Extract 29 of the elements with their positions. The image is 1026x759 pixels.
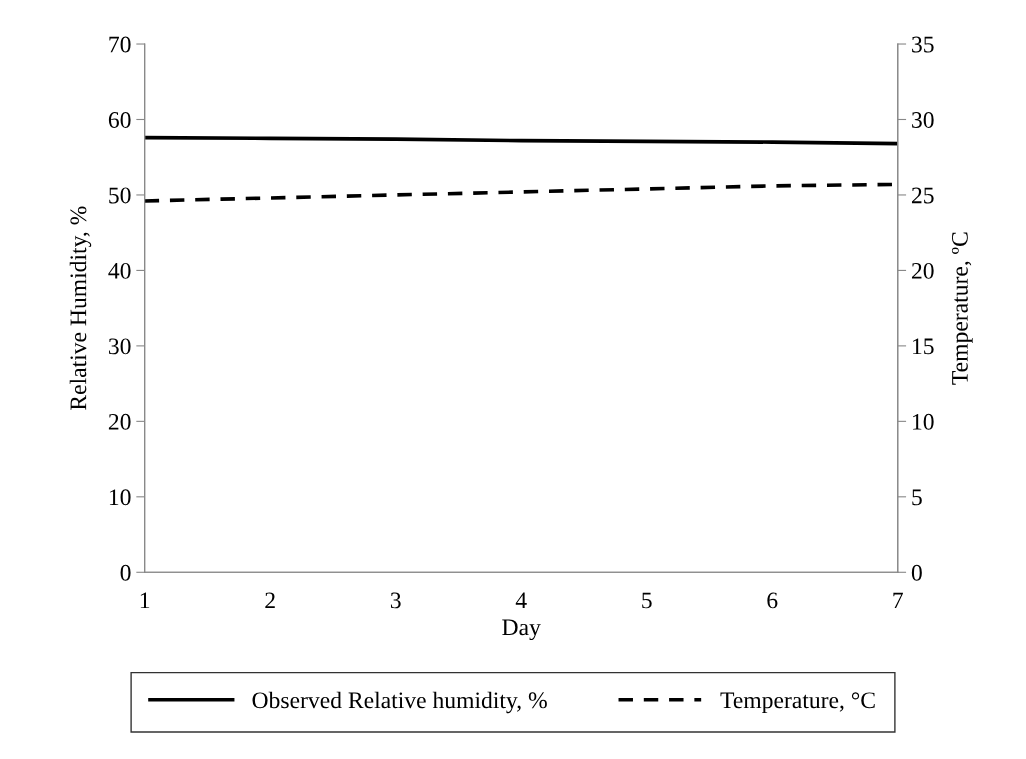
y2-tick-label: 5: [912, 489, 922, 506]
y-tick-label: 70: [109, 36, 131, 53]
y-tick-label: 30: [108, 338, 131, 355]
y-tick-label: 50: [109, 187, 131, 204]
y-axis-title: Relative Humidity, %: [69, 206, 92, 410]
y2-tick-label: 25: [911, 187, 934, 204]
x-axis-title: Day: [502, 619, 541, 641]
y-tick-label: 10: [109, 489, 131, 506]
y2-tick-label: 15: [913, 338, 934, 355]
y2-tick-label: 30: [912, 111, 934, 128]
x-tick-label: 6: [767, 592, 778, 609]
x-tick-label: 2: [265, 592, 275, 609]
legend-label: Temperature, °C: [720, 692, 875, 714]
y-tick-label: 0: [120, 564, 131, 581]
y2-tick-label: 35: [912, 36, 934, 53]
y2-tick-label: 10: [913, 413, 934, 430]
y2-tick-label: 0: [911, 564, 922, 581]
y-tick-label: 40: [108, 262, 131, 279]
y-tick-label: 60: [108, 111, 131, 128]
x-tick-label: 4: [515, 592, 527, 609]
legend-label: Observed Relative humidity, %: [252, 691, 547, 714]
x-tick-label: 3: [390, 592, 401, 609]
x-tick-label: 1: [140, 592, 150, 609]
x-tick-label: 5: [642, 592, 652, 609]
line-series: [144, 135, 898, 146]
y2-tick-label: 20: [911, 262, 934, 279]
y2-axis-title: Temperature, ºC: [951, 232, 973, 385]
y-tick-label: 20: [108, 413, 131, 430]
x-tick-label: 7: [893, 592, 903, 609]
